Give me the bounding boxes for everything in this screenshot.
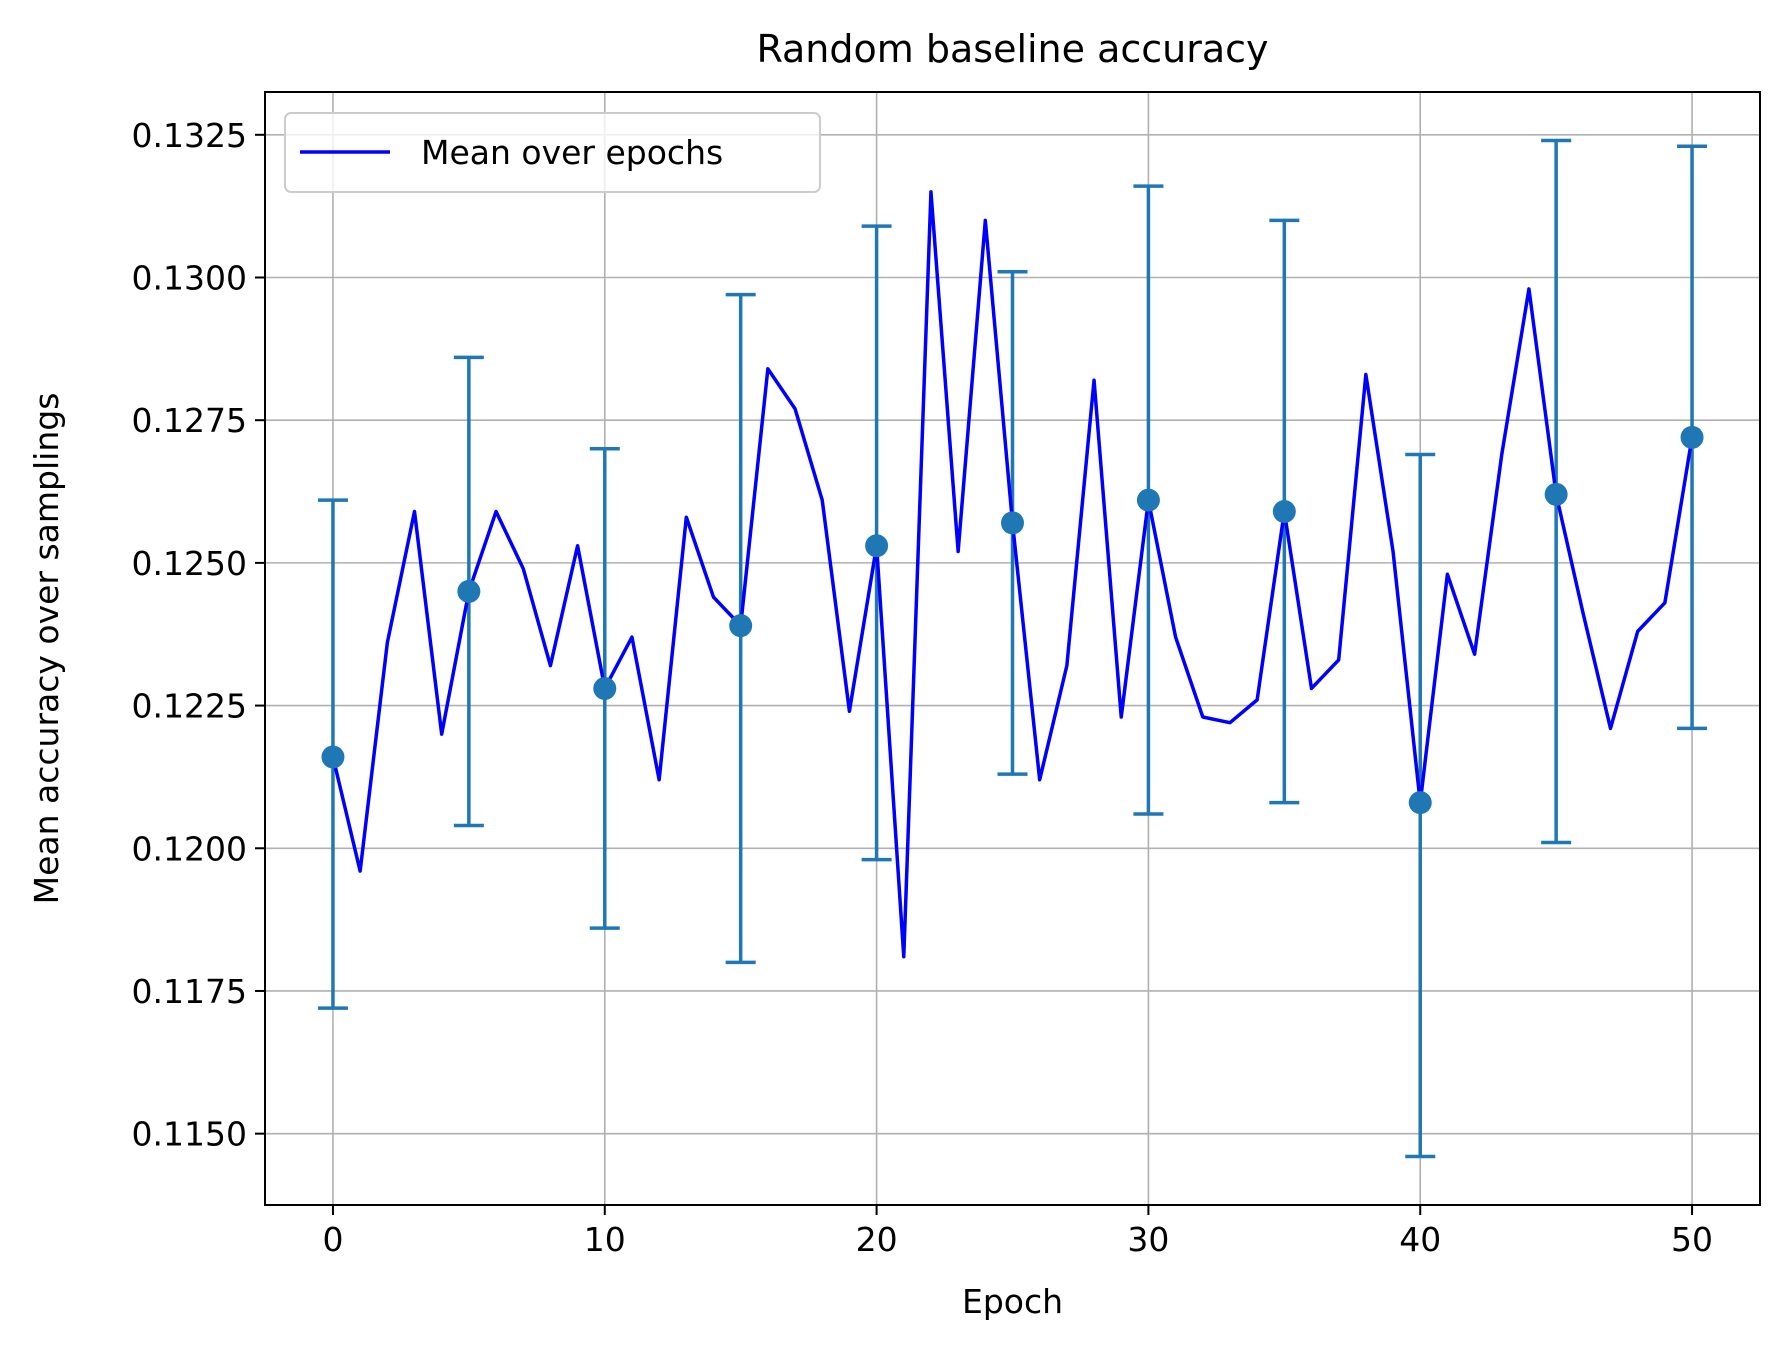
y-tick-label: 0.1175 [132,972,247,1011]
x-axis-label: Epoch [962,1282,1063,1321]
x-tick-label: 0 [322,1220,343,1259]
data-point-marker [729,614,753,638]
y-tick-label: 0.1275 [132,401,247,440]
x-axis-ticks: 0 10 20 30 40 50 [322,1205,1713,1259]
data-point-marker [1680,425,1704,449]
y-tick-label: 0.1225 [132,687,247,726]
legend-label: Mean over epochs [421,133,723,172]
x-tick-label: 10 [584,1220,626,1259]
x-tick-label: 20 [856,1220,898,1259]
data-point-marker [321,745,345,769]
data-point-marker [1544,482,1568,506]
plot-frame [264,91,1761,1206]
y-axis-label: Mean accuracy over samplings [27,393,66,905]
x-tick-label: 40 [1399,1220,1441,1259]
y-tick-label: 0.1250 [132,544,247,583]
y-tick-label: 0.1200 [132,829,247,868]
series-markers [321,425,1704,815]
data-point-marker [865,534,889,558]
y-tick-label: 0.1150 [132,1115,247,1154]
chart-title: Random baseline accuracy [756,27,1268,71]
data-point-marker [593,676,617,700]
y-tick-label: 0.1300 [132,259,247,298]
legend-box [284,112,821,193]
y-tick-label: 0.1325 [132,116,247,155]
data-point-marker [1001,511,1024,535]
legend: Mean over epochs [284,112,821,193]
x-tick-label: 50 [1671,1220,1713,1259]
data-point-marker [1136,488,1160,512]
y-axis-ticks: 0.1150 0.1175 0.1200 0.1225 0.1250 0.1275 0.13… [132,116,265,1154]
data-point-marker [457,579,481,603]
data-point-marker [1408,791,1432,815]
x-tick-label: 30 [1127,1220,1169,1259]
data-point-marker [1272,500,1296,524]
